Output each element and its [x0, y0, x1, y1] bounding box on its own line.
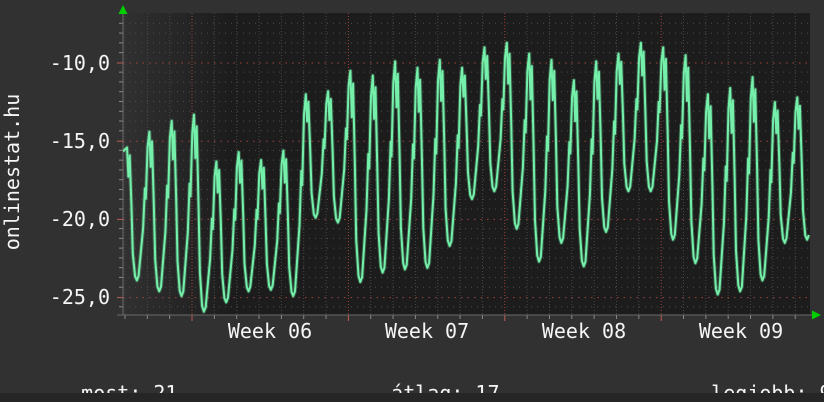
y-axis-label: -15,0: [49, 129, 110, 153]
bottom-strip: [0, 393, 824, 402]
y-axis-label: -25,0: [49, 285, 110, 309]
x-axis-label: Week 07: [384, 319, 470, 343]
y-axis-label: -10,0: [49, 51, 110, 75]
x-axis-label: Week 09: [698, 319, 784, 343]
stat-legjobb-value: 9: [820, 381, 824, 402]
y-axis-label: -20,0: [49, 207, 110, 231]
x-axis-label: Week 08: [541, 319, 627, 343]
x-axis-label: Week 06: [227, 319, 313, 343]
